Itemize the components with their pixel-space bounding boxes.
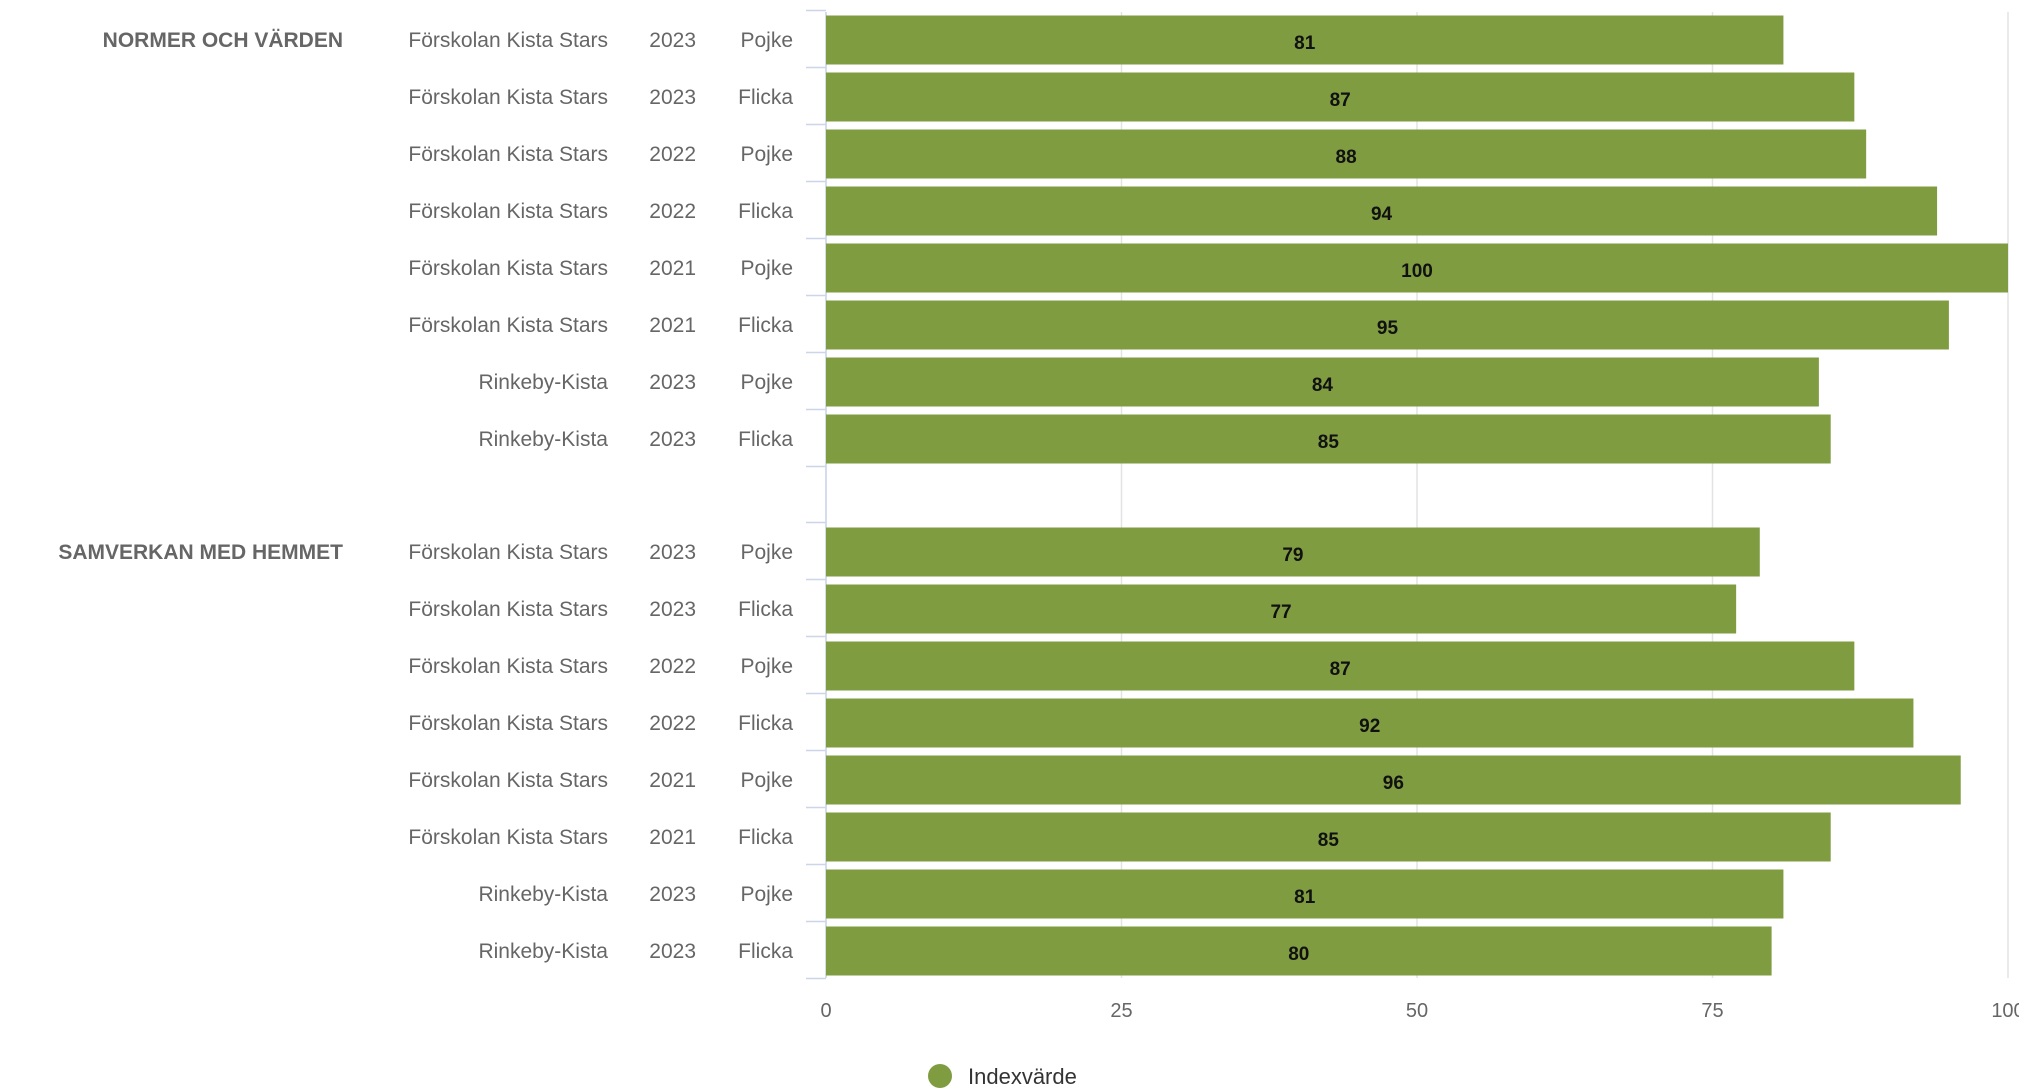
- unit-label: Förskolan Kista Stars: [408, 314, 608, 337]
- gender-label: Flicka: [738, 314, 793, 337]
- data-label: 81: [1294, 887, 1316, 908]
- bar: [826, 414, 1831, 464]
- unit-label: Förskolan Kista Stars: [408, 29, 608, 52]
- year-label: 2023: [649, 940, 696, 963]
- category-labels: NORMER OCH VÄRDEN Förskolan Kista Stars 20…: [58, 29, 793, 963]
- gender-label: Pojke: [740, 769, 793, 792]
- unit-label: Förskolan Kista Stars: [408, 143, 608, 166]
- bar: [826, 869, 1784, 919]
- bar: [826, 243, 2008, 293]
- year-label: 2022: [649, 712, 696, 735]
- unit-label: Förskolan Kista Stars: [408, 257, 608, 280]
- unit-label: Förskolan Kista Stars: [408, 826, 608, 849]
- unit-label: Förskolan Kista Stars: [408, 541, 608, 564]
- data-label: 81: [1294, 33, 1316, 54]
- data-label: 84: [1312, 375, 1334, 396]
- x-tick-label: 0: [820, 1000, 831, 1022]
- gender-label: Flicka: [738, 428, 793, 451]
- unit-label: Förskolan Kista Stars: [408, 200, 608, 223]
- x-tick-label: 25: [1110, 1000, 1132, 1022]
- gender-label: Flicka: [738, 826, 793, 849]
- data-label: 87: [1330, 659, 1351, 680]
- gender-label: Pojke: [740, 883, 793, 906]
- x-tick-label: 100: [1991, 1000, 2019, 1022]
- x-axis-ticks: 0 25 50 75 100: [820, 1000, 2019, 1022]
- data-label: 79: [1282, 545, 1303, 566]
- gender-label: Pojke: [740, 541, 793, 564]
- data-label: 100: [1401, 261, 1433, 282]
- unit-label: Rinkeby-Kista: [478, 371, 608, 394]
- bar: [826, 812, 1831, 862]
- bar: [826, 15, 1784, 65]
- x-tick-label: 75: [1701, 1000, 1723, 1022]
- bar: [826, 698, 1914, 748]
- gender-label: Pojke: [740, 655, 793, 678]
- data-label: 77: [1270, 602, 1291, 623]
- gender-label: Flicka: [738, 940, 793, 963]
- gender-label: Flicka: [738, 86, 793, 109]
- legend-marker: [928, 1064, 952, 1088]
- unit-label: Rinkeby-Kista: [478, 883, 608, 906]
- x-tick-label: 50: [1406, 1000, 1428, 1022]
- year-label: 2021: [649, 826, 696, 849]
- gender-label: Pojke: [740, 29, 793, 52]
- data-label: 87: [1330, 90, 1351, 111]
- data-label: 85: [1318, 830, 1340, 851]
- year-label: 2023: [649, 29, 696, 52]
- group-label: NORMER OCH VÄRDEN: [103, 29, 343, 52]
- year-label: 2022: [649, 143, 696, 166]
- legend-label: Indexvärde: [968, 1064, 1077, 1089]
- bar: [826, 72, 1855, 122]
- year-label: 2021: [649, 769, 696, 792]
- unit-label: Förskolan Kista Stars: [408, 86, 608, 109]
- bar: [826, 641, 1855, 691]
- unit-label: Rinkeby-Kista: [478, 428, 608, 451]
- gender-label: Flicka: [738, 200, 793, 223]
- unit-label: Förskolan Kista Stars: [408, 712, 608, 735]
- year-label: 2023: [649, 598, 696, 621]
- bar: [826, 186, 1938, 236]
- bar: [826, 926, 1772, 976]
- gender-label: Flicka: [738, 712, 793, 735]
- unit-label: Rinkeby-Kista: [478, 940, 608, 963]
- data-label: 80: [1288, 944, 1309, 965]
- data-label: 96: [1383, 773, 1404, 794]
- bars: 81 87 88 94 100 95 84 85 79 77 87 92 96 85 81 80: [826, 15, 2008, 976]
- bar: [826, 584, 1737, 634]
- year-label: 2023: [649, 883, 696, 906]
- data-label: 94: [1371, 204, 1393, 225]
- gender-label: Flicka: [738, 598, 793, 621]
- year-label: 2022: [649, 655, 696, 678]
- data-label: 85: [1318, 432, 1340, 453]
- gender-label: Pojke: [740, 371, 793, 394]
- gender-label: Pojke: [740, 143, 793, 166]
- unit-label: Förskolan Kista Stars: [408, 769, 608, 792]
- bar: [826, 755, 1961, 805]
- bar: [826, 527, 1760, 577]
- data-label: 92: [1359, 716, 1380, 737]
- bar: [826, 357, 1819, 407]
- year-label: 2023: [649, 371, 696, 394]
- data-label: 88: [1336, 147, 1357, 168]
- year-label: 2023: [649, 428, 696, 451]
- year-label: 2021: [649, 314, 696, 337]
- year-label: 2023: [649, 86, 696, 109]
- data-label: 95: [1377, 318, 1399, 339]
- group-label: SAMVERKAN MED HEMMET: [58, 541, 343, 564]
- year-label: 2021: [649, 257, 696, 280]
- bar: [826, 300, 1949, 350]
- unit-label: Förskolan Kista Stars: [408, 598, 608, 621]
- year-label: 2023: [649, 541, 696, 564]
- legend[interactable]: Indexvärde: [928, 1064, 1077, 1089]
- gender-label: Pojke: [740, 257, 793, 280]
- year-label: 2022: [649, 200, 696, 223]
- unit-label: Förskolan Kista Stars: [408, 655, 608, 678]
- bar: [826, 129, 1867, 179]
